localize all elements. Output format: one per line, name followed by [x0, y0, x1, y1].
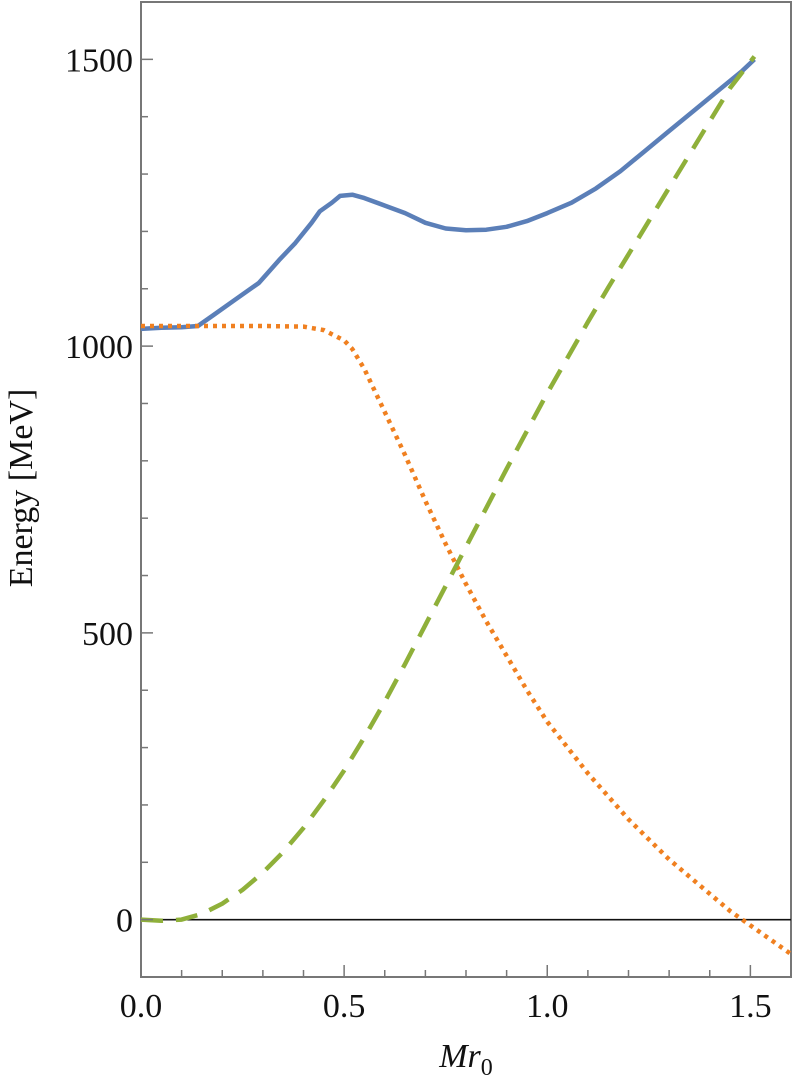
x-tick-label: 0.5 [323, 988, 366, 1025]
x-tick-label: 0.0 [120, 988, 163, 1025]
y-axis-ticks: 0 500 1000 1500 [65, 1, 153, 978]
x-tick-label: 1.0 [526, 988, 569, 1025]
y-tick-label: 500 [82, 616, 133, 653]
series-line-3 [140, 55, 757, 924]
series-line-1 [140, 57, 756, 332]
y-tick-label: 0 [116, 903, 133, 940]
x-axis-label-main: Mr [438, 1038, 481, 1075]
series-layer [140, 55, 793, 956]
x-axis-label: Mr0 [438, 1038, 493, 1080]
x-axis-ticks: 0.0 0.5 1.0 1.5 [120, 965, 792, 1025]
x-tick-label: 1.5 [729, 988, 772, 1025]
y-axis-label: Energy [MeV] [3, 389, 40, 588]
y-tick-label: 1500 [65, 42, 133, 79]
y-tick-label: 1000 [65, 329, 133, 366]
x-axis-label-subscript: 0 [481, 1055, 493, 1080]
series-line-2 [141, 323, 793, 956]
